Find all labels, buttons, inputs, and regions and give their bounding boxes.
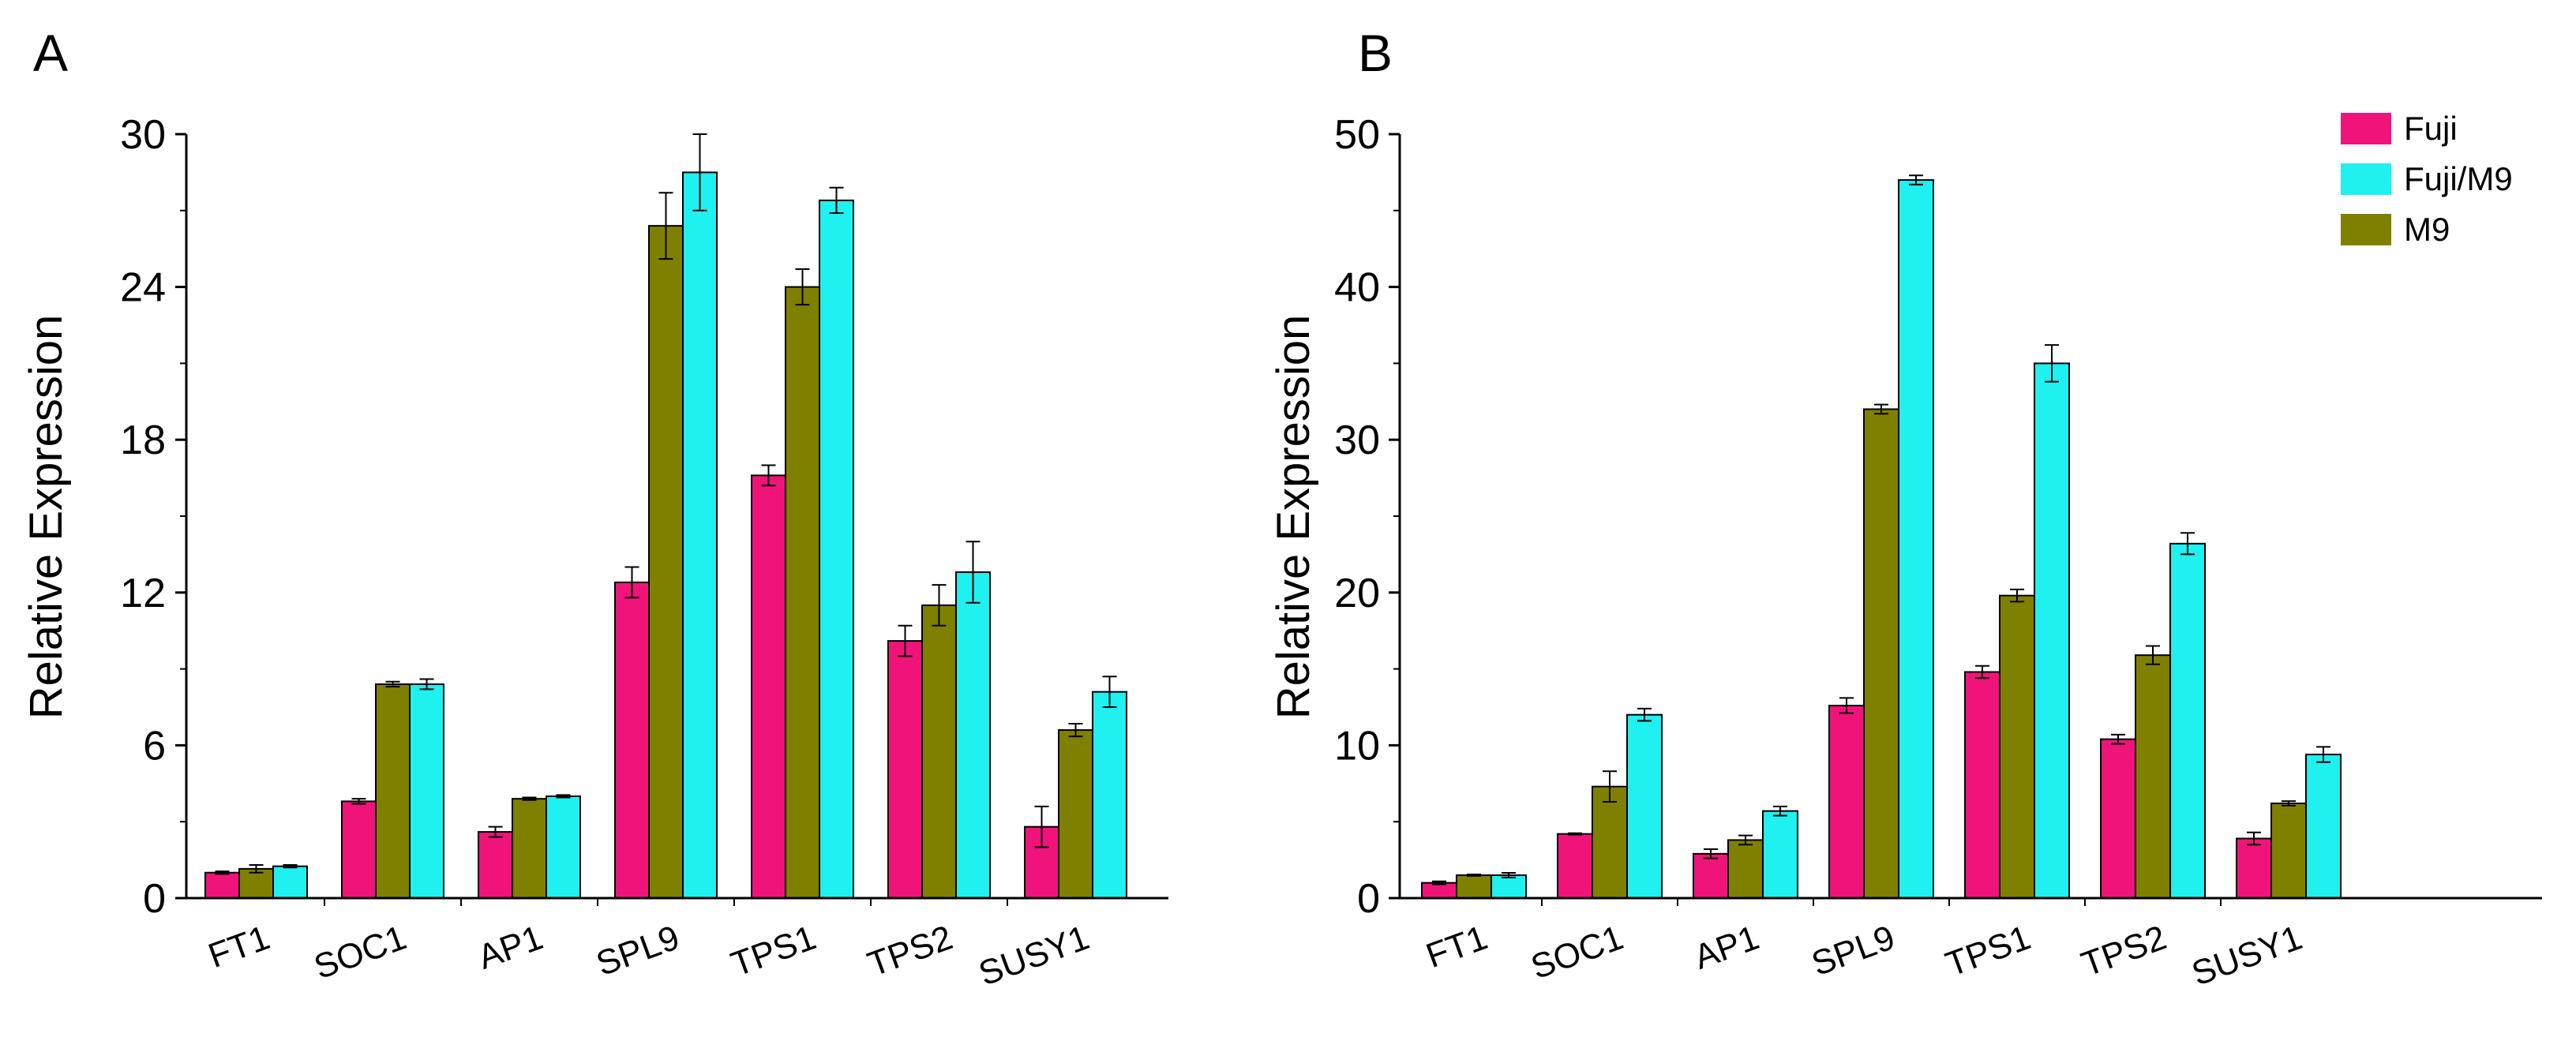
y-tick-label-a-0: 0 [143,876,166,922]
y-tick-label-a-18: 18 [120,417,166,463]
bar-b-fuji-m9-soc1 [1626,713,1663,899]
legend-swatch-m9 [2341,214,2391,245]
y-tick-label-b-50: 50 [1334,112,1380,158]
bar-a-fuji-spl9 [614,581,650,899]
bar-b-m9-susy1 [2270,802,2307,900]
y-tick-label-a-6: 6 [143,723,166,769]
bar-b-fuji-m9-susy1 [2305,754,2342,899]
panel-label-a: A [33,24,68,82]
bar-b-fuji-m9-ft1 [1490,874,1527,899]
bar-a-fuji-ap1 [478,831,513,900]
bar-b-fuji-tps2 [2100,738,2136,899]
bar-a-m9-ap1 [512,798,547,899]
bar-a-fuji-m9-tps1 [819,199,854,900]
bar-b-fuji-m9-spl9 [1898,179,1934,899]
bar-a-fuji-m9-soc1 [409,683,444,900]
bar-a-fuji-tps2 [887,640,923,900]
bar-a-m9-susy1 [1058,729,1093,899]
bar-b-fuji-m9-ap1 [1762,810,1798,899]
bar-a-m9-tps2 [921,604,957,900]
bar-a-fuji-m9-tps2 [955,571,991,900]
legend: Fuji Fuji/M9 M9 [2341,110,2513,248]
legend-swatch-fuji-m9 [2341,163,2391,195]
bar-a-m9-soc1 [375,683,411,900]
y-tick-label-a-24: 24 [120,265,166,311]
bar-a-fuji-soc1 [341,800,377,899]
bar-b-m9-spl9 [1863,408,1899,899]
y-tick-label-b-40: 40 [1334,265,1380,311]
bar-a-fuji-m9-spl9 [682,171,718,899]
y-tick-label-a-30: 30 [120,112,166,158]
bar-a-m9-spl9 [648,225,684,900]
bar-a-fuji-ft1 [204,871,240,899]
bar-b-fuji-spl9 [1828,705,1865,900]
y-tick-label-b-10: 10 [1334,723,1380,769]
bar-b-fuji-m9-tps1 [2034,362,2070,899]
bar-a-fuji-tps1 [751,474,786,899]
y-axis-label-b: Relative Expression [1268,315,1319,720]
y-tick-label-a-12: 12 [120,571,166,616]
bar-b-m9-tps1 [1999,594,2035,899]
y-tick-label-b-0: 0 [1357,876,1380,922]
legend-label-m9: M9 [2404,211,2450,248]
legend-label-fuji-m9: Fuji/M9 [2404,160,2513,197]
bar-b-m9-ft1 [1456,874,1492,899]
bar-a-m9-tps1 [785,286,820,900]
y-axis-label-a: Relative Expression [21,315,72,720]
bar-b-m9-ap1 [1727,839,1764,900]
bar-b-fuji-ap1 [1693,852,1729,899]
bar-b-fuji-tps1 [1964,671,2000,899]
bar-a-fuji-m9-ap1 [546,795,581,900]
legend-swatch-fuji [2341,113,2391,144]
y-tick-label-b-20: 20 [1334,571,1380,616]
legend-label-fuji: Fuji [2404,110,2458,147]
panel-label-b: B [1358,24,1393,82]
bar-b-fuji-m9-tps2 [2169,542,2206,900]
bar-b-fuji-soc1 [1557,833,1593,899]
bar-b-fuji-susy1 [2236,837,2272,899]
bar-b-m9-soc1 [1592,785,1628,899]
bar-a-fuji-m9-susy1 [1092,691,1127,899]
y-tick-label-b-30: 30 [1334,417,1380,463]
bar-a-fuji-m9-ft1 [272,865,308,899]
bar-b-m9-tps2 [2135,654,2171,900]
